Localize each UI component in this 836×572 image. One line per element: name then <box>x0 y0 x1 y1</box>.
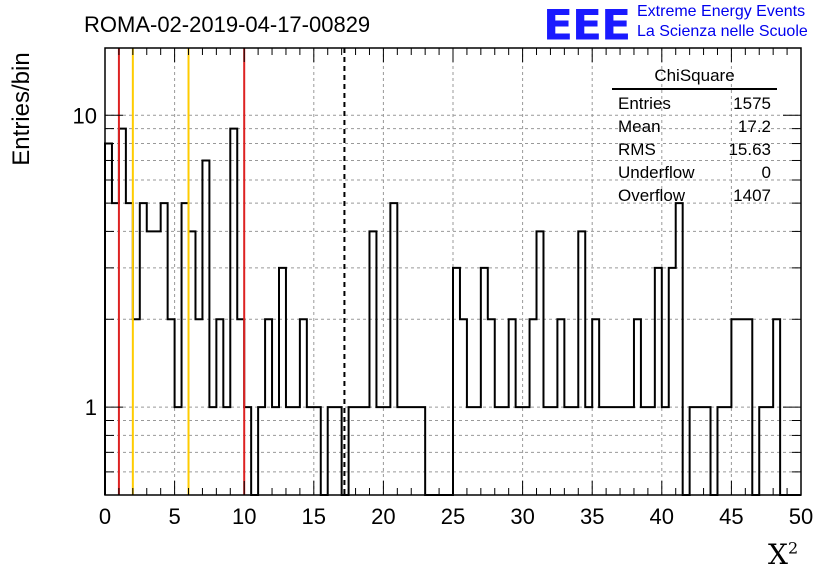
stats-title: ChiSquare <box>612 66 777 90</box>
logo-line-2: La Scienza nelle Scuole <box>637 23 808 40</box>
stats-box: ChiSquare Entries 1575 Mean 17.2 RMS 15.63 … <box>612 66 777 207</box>
x-tick-label: 35 <box>580 504 604 529</box>
x-axis-label-superscript: 2 <box>787 538 799 558</box>
x-tick-label: 40 <box>650 504 674 529</box>
x-tick-label: 5 <box>168 504 180 529</box>
stats-row: Overflow 1407 <box>612 184 777 207</box>
x-tick-label: 20 <box>371 504 395 529</box>
x-tick-label: 10 <box>232 504 256 529</box>
y-axis-label: Entries/bin <box>8 52 35 166</box>
stats-value: 1575 <box>733 94 771 113</box>
x-axis-label: X2 <box>768 538 798 571</box>
x-tick-label: 15 <box>302 504 326 529</box>
x-tick-label: 25 <box>441 504 465 529</box>
stats-label: Underflow <box>618 163 695 182</box>
x-tick-label: 45 <box>719 504 743 529</box>
stats-value: 0 <box>761 163 771 182</box>
x-tick-label: 50 <box>789 504 813 529</box>
y-tick-label: 10 <box>73 103 97 128</box>
stats-value: 17.2 <box>737 117 771 136</box>
stats-value: 1407 <box>733 186 771 205</box>
stats-value: 15.63 <box>728 140 771 159</box>
x-tick-label: 0 <box>99 504 111 529</box>
logo-line-1: Extreme Energy Events <box>637 3 806 20</box>
eee-logo: EEE <box>543 1 631 50</box>
stats-row: Underflow 0 <box>612 161 777 184</box>
chart-title: ROMA-02-2019-04-17-00829 <box>84 12 371 37</box>
stats-row: Mean 17.2 <box>612 115 777 138</box>
stats-label: Entries <box>618 94 671 113</box>
y-tick-label: 1 <box>85 395 97 420</box>
stats-row: Entries 1575 <box>612 92 777 115</box>
x-tick-label: 30 <box>510 504 534 529</box>
stats-row: RMS 15.63 <box>612 138 777 161</box>
stats-label: Mean <box>618 117 661 136</box>
stats-label: RMS <box>618 140 656 159</box>
stats-label: Overflow <box>618 186 686 205</box>
x-axis-label-text: X <box>768 538 788 571</box>
